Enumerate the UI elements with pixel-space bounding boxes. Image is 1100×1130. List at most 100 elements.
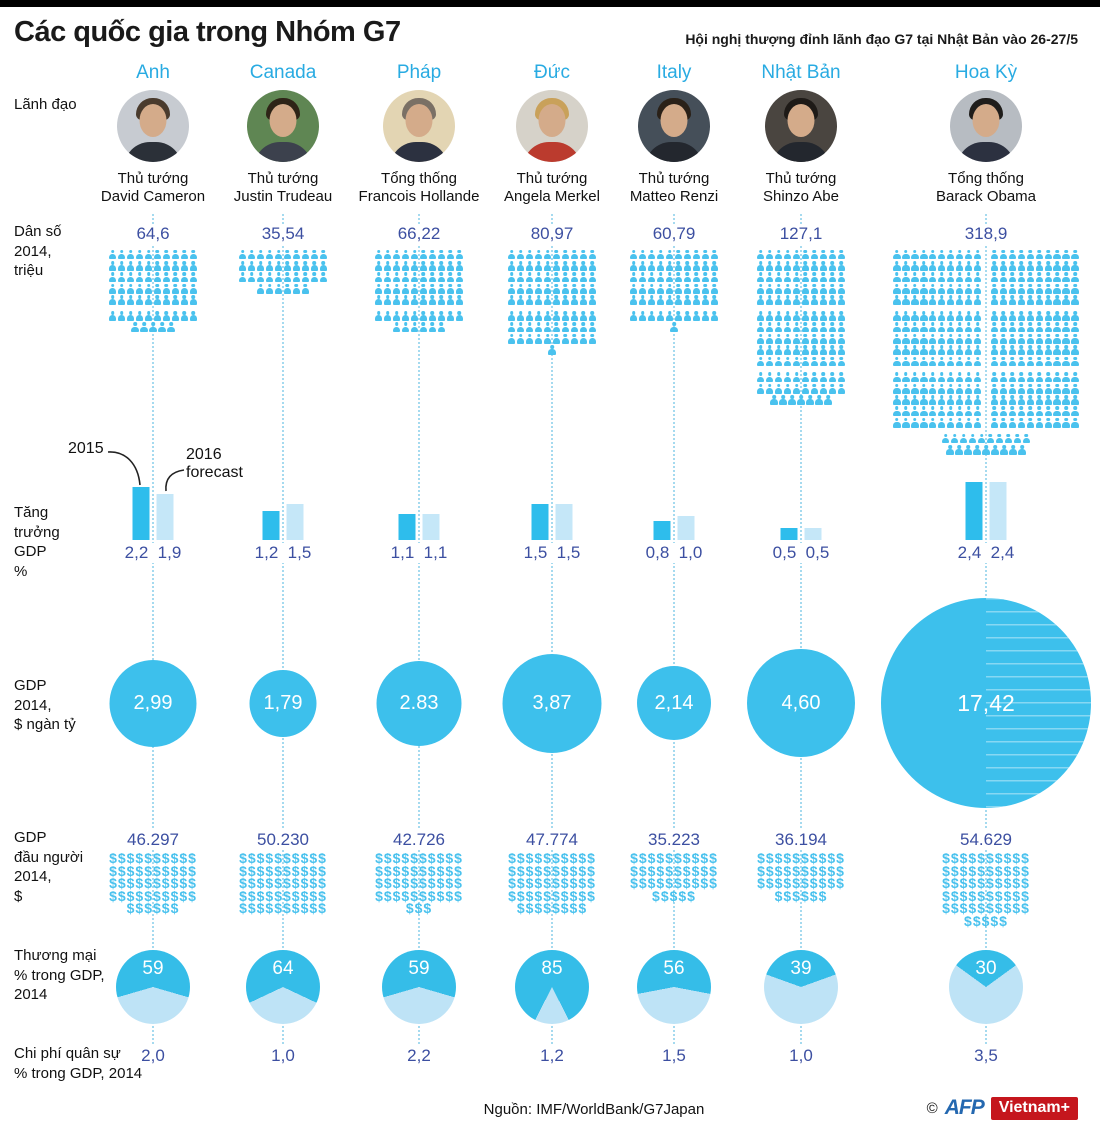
gdp-per-capita-value: 42.726 (388, 830, 450, 850)
person-icon (674, 284, 683, 294)
person-icon (1053, 250, 1062, 260)
person-icon (810, 261, 819, 271)
person-icon (126, 311, 135, 321)
person-icon (374, 284, 383, 294)
person-icon (946, 445, 955, 455)
dollar-icon-row: $$$$$$$$$$ (239, 850, 327, 866)
person-icon (783, 322, 792, 332)
person-icon (965, 261, 973, 271)
person-icon (1008, 272, 1017, 282)
trade-pie: 59 (116, 950, 190, 1024)
population-icon-grid (208, 248, 358, 294)
person-icon (1026, 334, 1035, 344)
person-icon (1017, 272, 1026, 282)
person-icon (902, 311, 910, 321)
grid-gap (983, 334, 989, 335)
person-icon (1062, 418, 1071, 428)
person-icon (1017, 322, 1026, 332)
person-icon (117, 311, 126, 321)
person-icon (774, 334, 783, 344)
person-icon (947, 372, 955, 382)
person-icon (974, 284, 982, 294)
person-icon (938, 406, 946, 417)
person-icon (911, 295, 919, 305)
person-icon (647, 250, 656, 260)
person-icon (392, 311, 401, 321)
person-icon (1008, 261, 1017, 271)
person-icon (131, 322, 140, 332)
leader-photo-face (405, 104, 433, 137)
person-icon (819, 272, 828, 282)
person-icon (819, 284, 828, 294)
trade-pie: 59 (382, 950, 456, 1024)
dollar-icon-row: $$$$$$$$$$ (508, 862, 596, 879)
person-icon (956, 272, 964, 282)
person-icon (238, 261, 247, 271)
person-icon (1071, 345, 1080, 355)
person-icon (570, 334, 579, 344)
person-icon (1017, 372, 1026, 382)
vietnamplus-logo: Vietnam+ (990, 1096, 1078, 1120)
person-icon (171, 311, 180, 321)
person-icon (656, 295, 665, 305)
person-icon (383, 311, 392, 321)
person-icon (974, 418, 982, 428)
person-icon (824, 395, 833, 405)
person-icon (656, 311, 665, 321)
trade-value: 39 (790, 958, 812, 979)
person-icon (938, 311, 946, 321)
person-icon (570, 295, 579, 305)
dollar-icon-row: $$$$$$$$$$ (109, 862, 197, 879)
gdp-growth-value-2016: 1,0 (678, 543, 703, 562)
person-icon (765, 384, 774, 394)
person-icon (974, 295, 982, 305)
military-spending-value: 1,2 (535, 1046, 569, 1066)
person-icon (1062, 334, 1071, 344)
person-icon (893, 372, 901, 382)
person-icon (570, 311, 579, 321)
gdp-growth-bar-2015 (132, 487, 150, 540)
person-icon (401, 261, 410, 271)
person-icon (819, 345, 828, 355)
person-icon (180, 272, 189, 282)
person-icon (552, 322, 561, 332)
population-icon-row (208, 284, 358, 294)
person-icon (525, 261, 534, 271)
person-icon (135, 295, 144, 305)
country-name: Italy (656, 62, 692, 83)
source-note: Nguồn: IMF/WorldBank/G7Japan (483, 1101, 705, 1118)
person-icon (674, 250, 683, 260)
person-icon (1026, 384, 1035, 394)
person-icon (455, 272, 464, 282)
person-icon (1017, 311, 1026, 321)
person-icon (437, 295, 446, 305)
person-icon (701, 284, 710, 294)
person-icon (419, 295, 428, 305)
leader-photo (383, 90, 455, 162)
person-icon (1071, 322, 1080, 332)
person-icon (144, 311, 153, 321)
person-icon (947, 384, 955, 394)
person-icon (974, 311, 982, 321)
person-icon (167, 322, 176, 332)
person-icon (135, 284, 144, 294)
person-icon (638, 284, 647, 294)
dollar-icon-grid: $$$$$$$$$$ $$$$$$$$$$ $$$$$$$$$$ $$$$$$$$$$… (78, 851, 228, 914)
person-icon (656, 250, 665, 260)
person-icon (920, 311, 928, 321)
gdp-growth-bar-2015 (531, 504, 549, 540)
person-icon (638, 261, 647, 271)
country-column: Anh Thủ tướng David Cameron 64,6 2,2 1,9 2,99… (78, 0, 228, 1130)
population-icon-row (599, 284, 749, 294)
gdp-growth-values: 1,1 1,1 (387, 543, 451, 563)
person-icon (947, 406, 955, 417)
person-icon (507, 284, 516, 294)
country-name: Anh (136, 62, 170, 83)
person-icon (692, 284, 701, 294)
person-icon (1017, 261, 1026, 271)
person-icon (765, 357, 774, 367)
person-icon (783, 334, 792, 344)
person-icon (819, 357, 828, 367)
dollar-icon-row: $$$$$$$$$$ (630, 862, 718, 879)
person-icon (893, 384, 901, 394)
